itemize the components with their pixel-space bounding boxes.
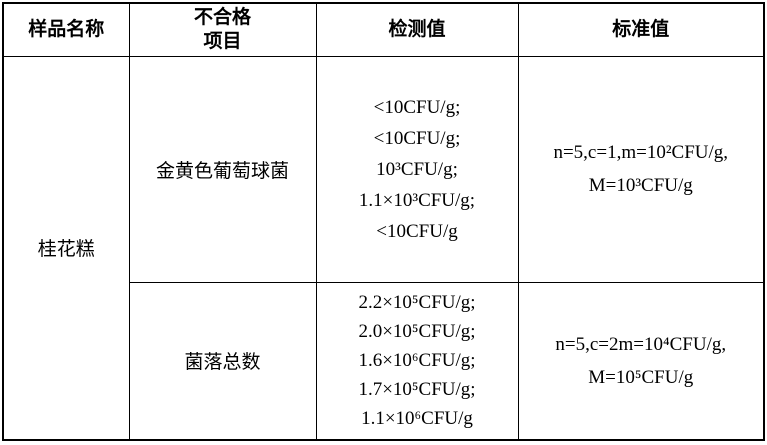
standard-value-line: n=5,c=2m=10⁴CFU/g,	[555, 333, 727, 355]
table-header-row: 样品名称 不合格 项目 检测值 标准值	[2, 2, 765, 57]
table-row: 桂花糕 金黄色葡萄球菌 <10CFU/g; <10CFU/g; 10³CFU/g…	[2, 55, 765, 441]
cell-item-staphylococcus: 金黄色葡萄球菌	[128, 55, 317, 283]
cell-sample-name: 桂花糕	[2, 55, 130, 441]
standard-value-line: M=10³CFU/g	[588, 175, 693, 197]
header-item-line2: 项目	[203, 30, 242, 52]
cell-detected-values-1: <10CFU/g; <10CFU/g; 10³CFU/g; 1.1×10³CFU…	[315, 55, 519, 283]
header-sample-name: 样品名称	[2, 2, 130, 57]
header-standard-value: 标准值	[517, 2, 765, 57]
header-nonconforming-item: 不合格 项目	[128, 2, 317, 57]
header-standard-value-label: 标准值	[612, 18, 670, 40]
standard-value-line: n=5,c=1,m=10²CFU/g,	[553, 142, 729, 164]
detected-value-line: 1.6×10⁶CFU/g;	[358, 350, 476, 372]
cell-standard-value-1: n=5,c=1,m=10²CFU/g, M=10³CFU/g	[517, 55, 765, 283]
detected-value-line: <10CFU/g	[376, 220, 458, 242]
detected-value-line: <10CFU/g;	[373, 96, 461, 118]
standard-value-line: M=10⁵CFU/g	[588, 366, 694, 388]
header-item-line1: 不合格	[193, 6, 251, 28]
detected-value-line: 2.2×10⁵CFU/g;	[358, 292, 476, 314]
header-sample-name-label: 样品名称	[28, 18, 105, 40]
detected-value-line: <10CFU/g;	[373, 127, 461, 149]
item-text: 金黄色葡萄球菌	[155, 160, 289, 182]
header-detected-value: 检测值	[315, 2, 519, 57]
detected-value-line: 1.1×10⁶CFU/g	[361, 408, 473, 430]
cell-detected-values-2: 2.2×10⁵CFU/g; 2.0×10⁵CFU/g; 1.6×10⁶CFU/g…	[315, 281, 519, 441]
cell-item-colony-count: 菌落总数	[128, 281, 317, 441]
detected-value-line: 10³CFU/g;	[376, 158, 458, 180]
table-row: 菌落总数 2.2×10⁵CFU/g; 2.0×10⁵CFU/g; 1.6×10⁶…	[3, 281, 765, 441]
sample-name-text: 桂花糕	[37, 239, 95, 261]
cell-standard-value-2: n=5,c=2m=10⁴CFU/g, M=10⁵CFU/g	[517, 281, 765, 441]
item-text: 菌落总数	[184, 352, 261, 374]
detected-value-line: 2.0×10⁵CFU/g;	[358, 321, 476, 343]
header-detected-value-label: 检测值	[388, 18, 446, 40]
detected-value-line: 1.7×10⁵CFU/g;	[358, 379, 476, 401]
detected-value-line: 1.1×10³CFU/g;	[358, 189, 476, 211]
